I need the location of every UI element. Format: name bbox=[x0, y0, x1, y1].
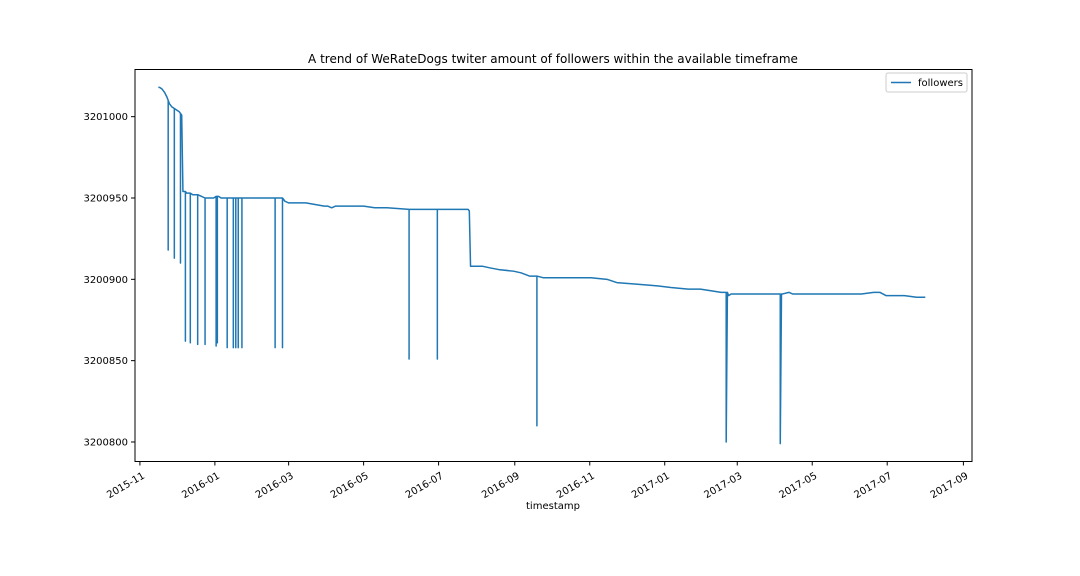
y-tick-label: 3200900 bbox=[83, 275, 128, 286]
plot-area bbox=[158, 86, 926, 445]
series-line-followers bbox=[158, 86, 926, 445]
y-tick-label: 3200850 bbox=[83, 356, 128, 367]
legend-box bbox=[885, 72, 968, 93]
x-tick-label: 2015-11 bbox=[105, 471, 147, 501]
x-tick-label: 2016-07 bbox=[404, 471, 446, 501]
x-tick-label: 2017-05 bbox=[778, 471, 820, 501]
x-tick-label: 2017-07 bbox=[852, 471, 894, 501]
x-tick-label: 2016-01 bbox=[180, 471, 222, 501]
y-tick-label: 3200800 bbox=[83, 437, 128, 448]
legend-entry-followers: followers bbox=[918, 78, 963, 89]
x-axis-ticks: 2015-11 2016-01 2016-03 2016-05 2016-07 2016-… bbox=[105, 461, 971, 501]
y-tick-label: 3200950 bbox=[83, 193, 128, 204]
legend: followers bbox=[885, 72, 968, 93]
x-tick-label: 2016-03 bbox=[254, 471, 296, 501]
y-tick-label: 3201000 bbox=[83, 112, 128, 123]
x-tick-label: 2016-11 bbox=[555, 471, 597, 501]
chart-title: A trend of WeRateDogs twiter amount of f… bbox=[308, 52, 798, 66]
x-tick-label: 2016-05 bbox=[329, 471, 371, 501]
y-axis-ticks: 3200800 3200850 3200900 3200950 3201000 bbox=[83, 112, 135, 448]
x-tick-label: 2017-09 bbox=[929, 471, 971, 501]
plot-frame bbox=[134, 69, 973, 462]
x-tick-label: 2017-03 bbox=[703, 471, 745, 501]
x-axis-label: timestamp bbox=[526, 501, 580, 512]
x-tick-label: 2016-09 bbox=[480, 471, 522, 501]
x-tick-label: 2017-01 bbox=[630, 471, 672, 501]
